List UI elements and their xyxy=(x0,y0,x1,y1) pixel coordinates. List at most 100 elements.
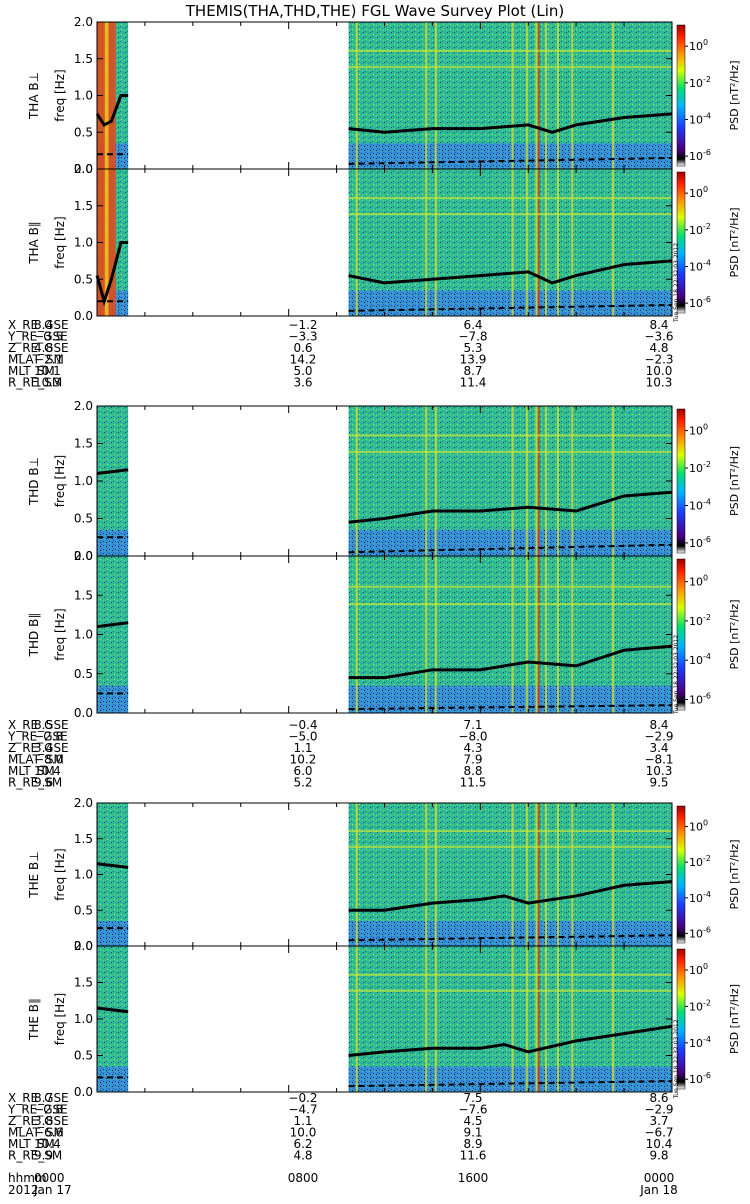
emission-band xyxy=(525,803,528,946)
emission-band xyxy=(571,169,574,316)
ephemeris-value: 14.2 xyxy=(290,353,317,367)
y-tick-label: 0.0 xyxy=(74,1085,93,1099)
ephemeris-label: MLAT_SM xyxy=(8,1126,64,1140)
time-tick-label: 0000 xyxy=(34,1171,65,1185)
emission-band xyxy=(557,946,559,1092)
emission-band xyxy=(571,946,574,1092)
ephemeris-label: MLT_SM xyxy=(8,364,55,378)
trace-dashed xyxy=(348,303,673,312)
emission-band xyxy=(511,406,514,556)
colorbar-tick-label: 100 xyxy=(689,185,708,200)
ephemeris-value: −2.8 xyxy=(34,730,63,744)
trace-dashed xyxy=(348,704,673,711)
trace-solid xyxy=(348,112,673,134)
y-tick-label: 0.5 xyxy=(74,1049,93,1063)
trace-solid xyxy=(96,468,129,475)
colorbar-tick-exponent: -4 xyxy=(703,1035,711,1044)
colorbar-scale xyxy=(676,408,686,554)
ephemeris-label: Y_RE_GSE xyxy=(7,1103,68,1117)
ephemeris-label: MLT_SM xyxy=(8,1137,55,1151)
ephemeris-value: −2.8 xyxy=(34,1103,63,1117)
emission-band xyxy=(537,169,540,316)
ephemeris-value: −2.9 xyxy=(644,730,673,744)
harmonic-line xyxy=(348,603,672,606)
y-tick-label: 1.0 xyxy=(74,628,93,642)
ephemeris-value: −8.1 xyxy=(644,753,673,767)
ephemeris-value: 1.1 xyxy=(293,741,312,755)
emission-band xyxy=(535,556,538,713)
trace-solid xyxy=(348,490,673,524)
trace-solid xyxy=(96,1006,129,1014)
colorbar-tick-base: 10 xyxy=(689,927,703,940)
ephemeris-value: 0.6 xyxy=(293,341,312,355)
ephemeris-value: −5.0 xyxy=(288,730,317,744)
y-tick-label: 1.5 xyxy=(74,588,93,602)
emission-band xyxy=(355,803,358,946)
time-tick-label: 1600 xyxy=(458,1171,489,1185)
emission-band xyxy=(545,406,548,556)
spectrogram-block xyxy=(348,22,672,169)
colorbar-label: PSD [nT²/Hz] xyxy=(728,60,741,130)
colorbar-label: PSD [nT²/Hz] xyxy=(728,599,741,669)
colorbar-scale xyxy=(676,171,686,314)
spectrogram-block xyxy=(97,556,129,713)
ephemeris-value: −2.1 xyxy=(34,353,63,367)
trace-dashed xyxy=(348,934,673,942)
panel-label: THA B⊥ xyxy=(27,72,41,120)
low-power-band xyxy=(97,1066,129,1092)
y-tick-label: 0.5 xyxy=(74,272,93,286)
ephemeris-value: 9.9 xyxy=(34,1149,53,1163)
y-tick-label: 1.0 xyxy=(74,868,93,882)
colorbar-tick-base: 10 xyxy=(689,224,703,237)
colorbar-tick-label: 10-4 xyxy=(689,890,711,905)
ephemeris-value: 1.1 xyxy=(293,1114,312,1128)
panel-tha-par: 0.0 0.5 1.0 1.5 2.0 THA B∥ freq [Hz] xyxy=(27,162,673,323)
y-axis-label: freq [Hz] xyxy=(53,993,67,1045)
colorbar-tick-label: 10-6 xyxy=(689,295,711,310)
emission-band xyxy=(545,803,548,946)
colorbar-tick-label: 10-6 xyxy=(689,691,711,706)
emission-band xyxy=(612,406,615,556)
trace-solid xyxy=(96,621,129,629)
colorbar-tick-label: 10-2 xyxy=(689,613,711,628)
y-tick-label: 2.0 xyxy=(74,162,93,176)
emission-band xyxy=(612,556,615,713)
emission-band xyxy=(557,22,559,169)
trace-dashed xyxy=(348,156,673,165)
harmonic-line xyxy=(348,434,672,437)
emission-band xyxy=(434,803,437,946)
harmonic-line xyxy=(348,66,672,69)
emission-band xyxy=(545,169,548,316)
emission-band xyxy=(571,556,574,713)
emission-band xyxy=(511,803,514,946)
time-tick-label: 0800 xyxy=(288,1171,319,1185)
y-tick-label: 1.0 xyxy=(74,89,93,103)
colorbar-tick-exponent: 0 xyxy=(703,962,708,971)
y-tick-label: 0.5 xyxy=(74,667,93,681)
colorbar-tick-label: 10-4 xyxy=(689,1035,711,1050)
y-tick-label: 1.5 xyxy=(74,437,93,451)
y-tick-label: 1.0 xyxy=(74,474,93,488)
colorbar-tick-label: 100 xyxy=(689,962,708,977)
ephemeris-value: 4.5 xyxy=(463,1114,482,1128)
ephemeris-value: −8.0 xyxy=(34,753,63,767)
colorbar-tick-exponent: 0 xyxy=(703,819,708,828)
colorbar-tick-exponent: -2 xyxy=(703,222,711,231)
emission-band xyxy=(511,169,514,316)
year-label: 2012 xyxy=(8,1183,39,1197)
colorbar-tick-base: 10 xyxy=(689,576,703,589)
colorbar-tick-label: 10-6 xyxy=(689,925,711,940)
colorbar-tick-base: 10 xyxy=(689,77,703,90)
colorbar-tick-base: 10 xyxy=(689,499,703,512)
y-tick-label: 2.0 xyxy=(74,549,93,563)
panel-label: THD B∥ xyxy=(27,613,41,658)
spectrogram-panels: 0.0 0.5 1.0 1.5 2.0 THA B⊥ freq [Hz] 0.0 0.5 1.0 1… xyxy=(27,15,673,1099)
emission-band xyxy=(571,22,574,169)
y-tick-label: 2.0 xyxy=(74,399,93,413)
ephemeris-value: 3.7 xyxy=(649,1114,668,1128)
harmonic-line xyxy=(348,830,672,833)
